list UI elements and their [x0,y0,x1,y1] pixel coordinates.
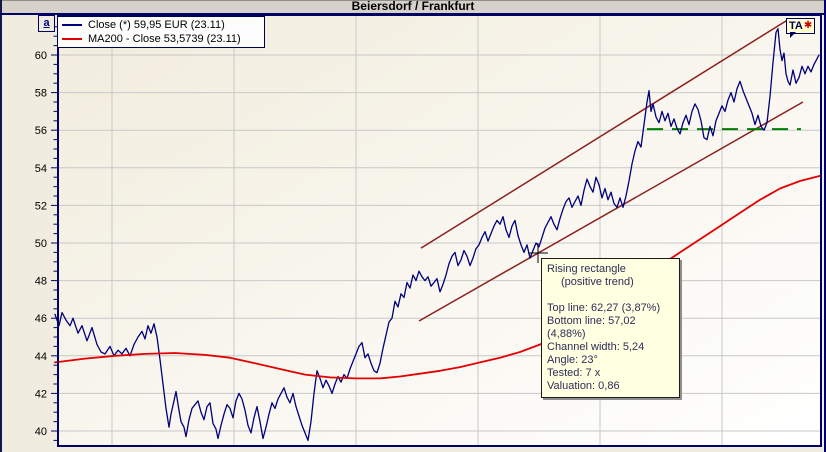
ta-indicator-badge[interactable]: TA ✱ [786,18,816,38]
tooltip-subtitle: (positive trend) [561,276,634,288]
y-axis-label: 52 [35,200,47,212]
tooltip-line: Valuation: 0,86 [547,380,620,392]
ta-plus-star-icon: ✱ [803,20,813,31]
tooltip-line: Angle: 23° [547,354,598,366]
y-axis-label: 46 [35,313,47,325]
y-axis-label: 40 [35,426,47,438]
titlebar: Beiersdorf / Frankfurt [0,0,826,13]
plot-area[interactable] [58,15,821,446]
window-left-edge [0,0,2,452]
ta-badge-label: TA [789,20,803,32]
series-color-sample [62,24,82,26]
tooltip-line: Tested: 7 x [547,367,601,379]
pattern-tooltip: Rising rectangle (positive trend) Top li… [541,258,680,398]
tooltip-line: Top line: 62,27 (3,87%) [547,302,661,314]
y-axis-label: 50 [35,238,47,250]
y-axis-label: 54 [35,163,47,175]
legend-item[interactable]: Close (*) 59,95 EUR (23.11) [62,18,260,32]
tooltip-title: Rising rectangle [547,263,626,275]
chart-legend: Close (*) 59,95 EUR (23.11) MA200 - Close… [57,16,265,48]
legend-label: Close (*) 59,95 EUR (23.11) [88,19,225,31]
y-axis-label: 44 [35,351,47,363]
annotation-mode-button[interactable]: a [38,15,55,32]
tooltip-spacer [547,289,674,302]
legend-item[interactable]: MA200 - Close 53,5739 (23.11) [62,32,260,46]
tooltip-line: Bottom line: 57,02 (4,88%) [547,315,636,340]
y-axis-label: 60 [35,50,47,62]
y-axis-label: 58 [35,88,47,100]
channel-top-line[interactable] [420,18,790,249]
price-line[interactable] [54,28,820,442]
window-right-edge [824,0,826,452]
ma200-line[interactable] [54,174,821,380]
plot-border [57,14,822,447]
y-axis-label: 48 [35,276,47,288]
y-axis-label: 56 [35,125,47,137]
channel-bottom-line[interactable] [418,101,804,322]
legend-label: MA200 - Close 53,5739 (23.11) [88,33,241,45]
series-color-sample [62,38,82,40]
tooltip-line: Channel width: 5,24 [547,341,645,353]
y-axis-label: 42 [35,388,47,400]
window-top-edge [0,0,826,1]
window-title: Beiersdorf / Frankfurt [351,0,475,13]
tooltip-details: Top line: 62,27 (3,87%) Bottom line: 57,0… [547,302,674,393]
